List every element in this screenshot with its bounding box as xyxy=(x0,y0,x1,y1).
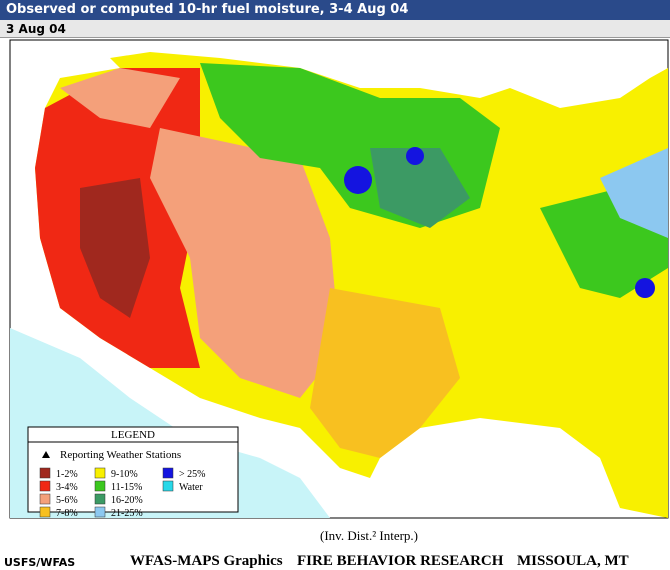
footer-agency: USFS/WFAS xyxy=(4,556,75,569)
legend-label: 9-10% xyxy=(111,469,138,480)
legend-swatch xyxy=(94,493,106,505)
region-lightblue xyxy=(600,148,668,238)
legend-swatch xyxy=(39,480,51,492)
legend-stations: Reporting Weather Stations xyxy=(60,449,181,461)
interp-note: (Inv. Dist.² Interp.) xyxy=(320,528,418,543)
legend-label: > 25% xyxy=(179,469,205,480)
legend-label: 21-25% xyxy=(111,508,143,519)
legend-label: 5-6% xyxy=(56,495,78,506)
date: 3 Aug 04 xyxy=(0,20,670,38)
blob-blue xyxy=(635,278,655,298)
legend-swatch xyxy=(39,506,51,518)
blob-blue xyxy=(344,166,372,194)
region-orange xyxy=(310,288,460,458)
legend-label: 16-20% xyxy=(111,495,143,506)
legend-swatch xyxy=(39,467,51,479)
legend-swatch xyxy=(94,506,106,518)
station-symbol xyxy=(42,451,50,458)
footer-graphics: WFAS-MAPS Graphics xyxy=(130,553,283,569)
legend-swatch xyxy=(94,467,106,479)
legend-swatch xyxy=(162,467,174,479)
legend-label: 3-4% xyxy=(56,482,78,493)
legend-box xyxy=(27,426,239,513)
legend-swatch xyxy=(94,480,106,492)
legend-label: 11-15% xyxy=(111,482,142,493)
title: Observed or computed 10-hr fuel moisture… xyxy=(0,0,670,20)
legend-label: 1-2% xyxy=(56,469,78,480)
legend-label: Water xyxy=(179,482,203,493)
legend-title: LEGEND xyxy=(111,429,155,441)
legend-label: 7-8% xyxy=(56,508,78,519)
legend-swatch xyxy=(162,480,174,492)
footer-lab: FIRE BEHAVIOR RESEARCH xyxy=(297,553,504,569)
blob-blue xyxy=(406,147,424,165)
footer-place: MISSOULA, MT xyxy=(517,553,629,569)
region-salmon-nw xyxy=(60,68,180,128)
map: LEGEND Reporting Weather Stations (Inv. … xyxy=(4,39,669,569)
region-teal xyxy=(370,148,470,228)
region-darkred xyxy=(80,178,150,318)
legend-swatch xyxy=(39,493,51,505)
region-salmon xyxy=(150,128,340,398)
